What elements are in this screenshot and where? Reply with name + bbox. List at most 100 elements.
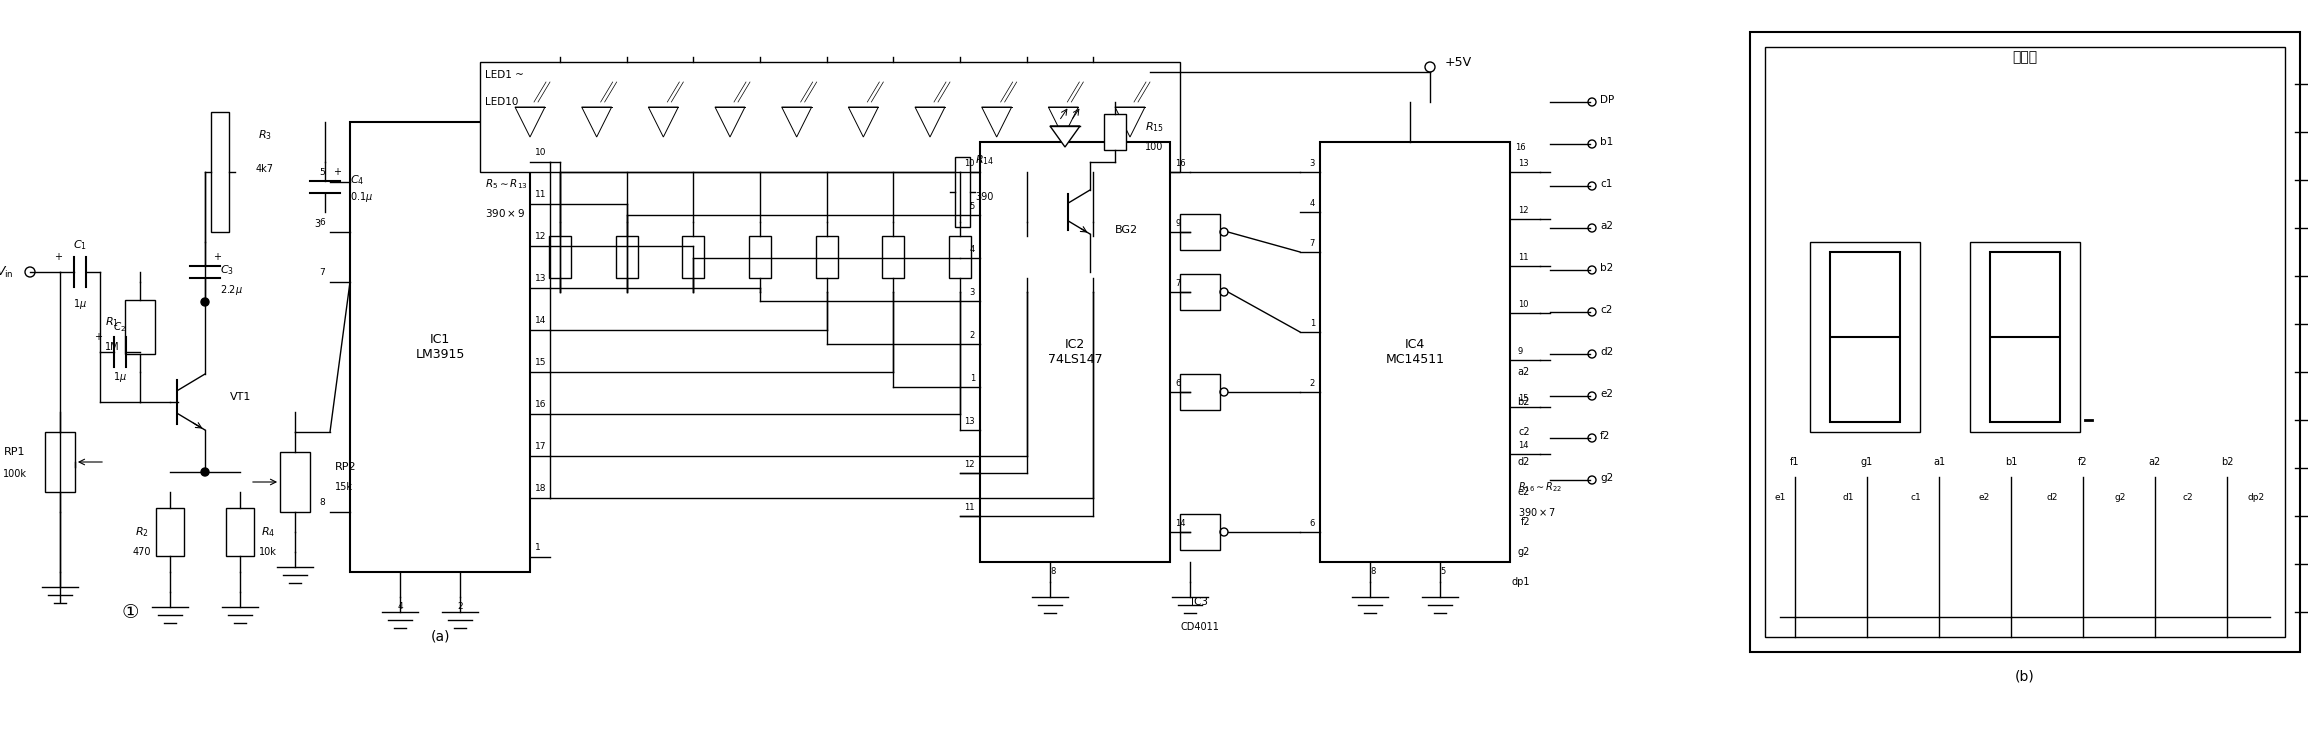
Bar [1179,374,1221,410]
Text: 12: 12 [965,460,974,469]
Text: e2: e2 [1978,493,1989,502]
Text: g1: g1 [1860,457,1874,467]
Text: c2: c2 [1599,305,1613,315]
Polygon shape [782,107,812,137]
Text: f2: f2 [1521,517,1530,527]
Text: 14: 14 [535,316,547,325]
Text: d2: d2 [1599,347,1613,357]
Text: 1: 1 [969,374,974,383]
Text: +5V: +5V [1445,56,1473,68]
Text: c2: c2 [2183,493,2193,502]
Text: $R_3$: $R_3$ [258,128,272,142]
Text: $C_1$: $C_1$ [74,238,88,252]
Bar [1320,142,1509,562]
Bar [157,508,185,556]
Bar [1971,242,2080,432]
Text: c2: c2 [1519,427,1530,437]
Bar [1179,514,1221,550]
Text: 10: 10 [535,148,547,157]
Text: g2: g2 [1599,473,1613,483]
Text: $R_{16}\sim R_{22}$: $R_{16}\sim R_{22}$ [1519,480,1563,494]
Bar [1016,236,1039,278]
Text: (b): (b) [2015,670,2036,684]
Polygon shape [715,107,745,137]
Text: ①: ① [122,602,138,621]
Bar [1749,32,2301,652]
Text: RP2: RP2 [335,462,358,472]
Text: b2: b2 [1516,397,1530,407]
Text: $R_4$: $R_4$ [261,525,275,539]
Polygon shape [1115,107,1145,137]
Text: d2: d2 [1519,457,1530,467]
Text: RP1: RP1 [5,447,25,457]
Bar [480,62,1179,172]
Text: $C_4$: $C_4$ [351,173,365,187]
Text: d2: d2 [2047,493,2059,502]
Text: e2: e2 [1599,389,1613,399]
Bar [1082,236,1103,278]
Circle shape [201,468,210,476]
Text: a2: a2 [1519,367,1530,377]
Text: $R_5\sim R_{13}$: $R_5\sim R_{13}$ [485,177,529,191]
Text: 470: 470 [134,547,152,557]
Text: 4: 4 [1309,199,1316,208]
Text: 8: 8 [1050,567,1055,576]
Bar [210,112,228,232]
Text: IC2
74LS147: IC2 74LS147 [1048,338,1103,366]
Text: 15: 15 [535,358,547,367]
Text: a2: a2 [2149,457,2160,467]
Text: 4: 4 [969,245,974,254]
Text: 2: 2 [1309,379,1316,388]
Text: +: + [332,167,342,177]
Text: 1: 1 [1309,319,1316,328]
Text: b1: b1 [1599,137,1613,147]
Bar [125,300,155,354]
Bar [1179,214,1221,250]
Text: (a): (a) [429,630,450,644]
Text: $1\mu$: $1\mu$ [113,370,127,384]
Text: f2: f2 [2077,457,2089,467]
Bar [949,236,972,278]
Text: d1: d1 [1842,493,1853,502]
Text: b2: b2 [2220,457,2234,467]
Text: $390\times9$: $390\times9$ [485,207,526,219]
Text: a1: a1 [1932,457,1946,467]
Polygon shape [1050,126,1080,147]
Text: 7: 7 [319,268,325,277]
Text: f1: f1 [1791,457,1800,467]
Text: 15: 15 [1519,394,1528,403]
Text: 100: 100 [1145,142,1163,152]
Text: 16: 16 [1514,143,1526,152]
Polygon shape [649,107,679,137]
Text: 10: 10 [965,159,974,168]
Bar [44,432,74,492]
Text: 16: 16 [535,400,547,409]
Text: VT1: VT1 [231,392,252,402]
Polygon shape [515,107,545,137]
Bar [351,122,531,572]
Bar [226,508,254,556]
Polygon shape [582,107,612,137]
Text: 11: 11 [535,190,547,199]
Polygon shape [914,107,944,137]
Text: $390\times7$: $390\times7$ [1519,506,1556,518]
Text: 12: 12 [535,232,547,241]
Text: e1: e1 [1775,493,1786,502]
Text: dp2: dp2 [2248,493,2264,502]
Text: BG2: BG2 [1115,225,1138,235]
Text: 1: 1 [535,543,540,552]
Text: 18: 18 [535,484,547,493]
Text: 3: 3 [1309,159,1316,168]
Text: LED10: LED10 [485,97,519,107]
Text: 13: 13 [1519,159,1528,168]
Circle shape [201,298,210,306]
Text: 共阳端: 共阳端 [2013,50,2038,64]
Text: 8: 8 [1371,567,1376,576]
Bar [683,236,704,278]
Text: 1M: 1M [104,342,120,352]
Text: 390: 390 [976,192,995,202]
Text: IC4
MC14511: IC4 MC14511 [1385,338,1445,366]
Text: IC1
LM3915: IC1 LM3915 [415,333,464,361]
Text: f2: f2 [1599,431,1611,441]
Text: $0.1\mu$: $0.1\mu$ [351,190,374,204]
